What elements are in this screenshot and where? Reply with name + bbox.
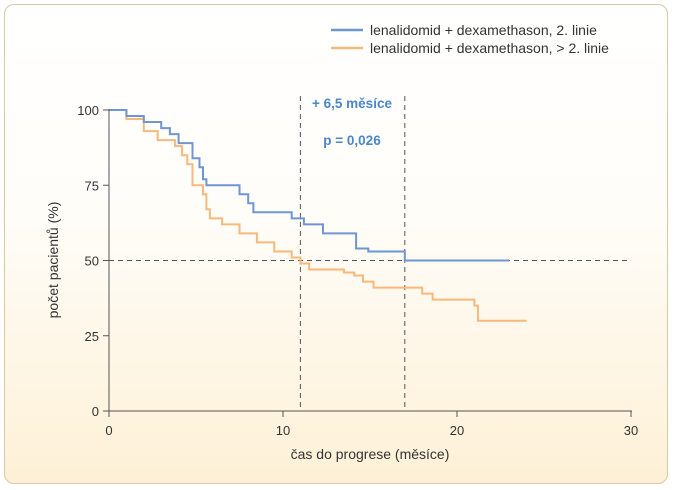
series-line-1 bbox=[109, 109, 510, 262]
series-line-2 bbox=[109, 109, 527, 322]
y-tick-label: 25 bbox=[85, 329, 99, 344]
annotation-median-difference: + 6,5 měsíce bbox=[312, 96, 392, 111]
legend-label-series-1: lenalidomid + dexamethason, 2. linie bbox=[370, 22, 597, 38]
legend-label-series-2: lenalidomid + dexamethason, > 2. linie bbox=[370, 40, 609, 56]
x-tick-label: 10 bbox=[276, 423, 290, 438]
y-tick-label: 0 bbox=[92, 404, 99, 419]
legend: lenalidomid + dexamethason, 2. linie len… bbox=[331, 22, 609, 56]
y-tick-label: 100 bbox=[77, 103, 99, 118]
annotation-p-value: p = 0,026 bbox=[323, 133, 381, 148]
x-tick-label: 30 bbox=[624, 423, 638, 438]
y-tick-label: 50 bbox=[85, 254, 99, 269]
x-axis-title: čas do progrese (měsíce) bbox=[291, 446, 450, 462]
x-tick-label: 0 bbox=[105, 423, 112, 438]
y-axis-title: počet pacientů (%) bbox=[45, 202, 61, 319]
x-tick-label: 20 bbox=[450, 423, 464, 438]
series-layer bbox=[109, 109, 527, 322]
chart-panel bbox=[4, 4, 668, 484]
axes: 0 10 20 30 0 25 50 75 100 bbox=[77, 103, 638, 438]
y-tick-label: 75 bbox=[85, 178, 99, 193]
